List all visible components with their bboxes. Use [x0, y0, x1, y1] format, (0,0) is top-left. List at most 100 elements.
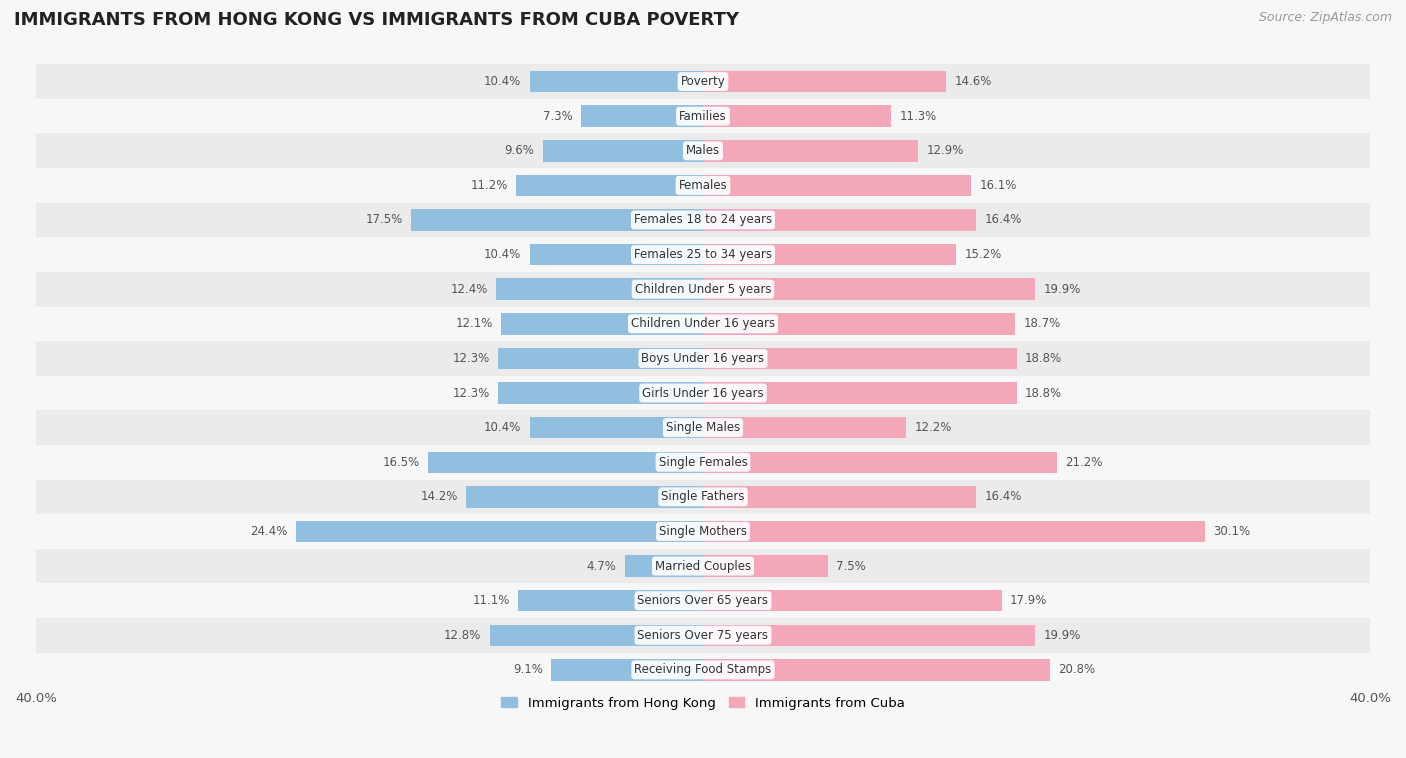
Bar — [703, 313, 1015, 334]
Bar — [498, 348, 703, 369]
Bar — [37, 306, 1369, 341]
Text: 24.4%: 24.4% — [250, 525, 288, 538]
Bar — [37, 341, 1369, 376]
Bar — [703, 209, 977, 230]
Bar — [624, 556, 703, 577]
Text: 12.1%: 12.1% — [456, 318, 494, 330]
Text: Seniors Over 65 years: Seniors Over 65 years — [637, 594, 769, 607]
Text: 14.2%: 14.2% — [420, 490, 458, 503]
Bar — [530, 417, 703, 438]
Text: 17.5%: 17.5% — [366, 214, 404, 227]
Bar — [530, 244, 703, 265]
Text: Boys Under 16 years: Boys Under 16 years — [641, 352, 765, 365]
Bar — [703, 417, 907, 438]
Bar — [37, 99, 1369, 133]
Bar — [37, 445, 1369, 480]
Bar — [498, 382, 703, 404]
Text: 7.3%: 7.3% — [543, 110, 572, 123]
Bar — [703, 278, 1035, 300]
Bar — [530, 70, 703, 92]
Text: Females: Females — [679, 179, 727, 192]
Bar — [517, 590, 703, 612]
Text: 11.2%: 11.2% — [471, 179, 508, 192]
Bar — [703, 348, 1017, 369]
Bar — [516, 174, 703, 196]
Text: Single Fathers: Single Fathers — [661, 490, 745, 503]
Bar — [703, 140, 918, 161]
Bar — [37, 480, 1369, 514]
Bar — [703, 625, 1035, 646]
Text: 9.1%: 9.1% — [513, 663, 543, 676]
Text: 12.9%: 12.9% — [927, 144, 965, 157]
Bar — [37, 168, 1369, 202]
Bar — [37, 237, 1369, 272]
Text: 7.5%: 7.5% — [837, 559, 866, 572]
Text: 10.4%: 10.4% — [484, 421, 522, 434]
Bar — [411, 209, 703, 230]
Text: 10.4%: 10.4% — [484, 75, 522, 88]
Text: 12.4%: 12.4% — [450, 283, 488, 296]
Text: 12.3%: 12.3% — [453, 387, 489, 399]
Bar — [703, 521, 1205, 542]
Text: 19.9%: 19.9% — [1043, 283, 1081, 296]
Text: Children Under 5 years: Children Under 5 years — [634, 283, 772, 296]
Text: Single Females: Single Females — [658, 456, 748, 468]
Bar — [37, 584, 1369, 618]
Text: 4.7%: 4.7% — [586, 559, 616, 572]
Bar — [703, 486, 977, 508]
Bar — [703, 659, 1050, 681]
Text: Females 25 to 34 years: Females 25 to 34 years — [634, 248, 772, 261]
Bar — [37, 202, 1369, 237]
Bar — [703, 452, 1056, 473]
Text: Source: ZipAtlas.com: Source: ZipAtlas.com — [1258, 11, 1392, 24]
Text: Seniors Over 75 years: Seniors Over 75 years — [637, 629, 769, 642]
Bar — [37, 376, 1369, 410]
Text: 18.7%: 18.7% — [1024, 318, 1060, 330]
Bar — [37, 653, 1369, 688]
Bar — [703, 70, 946, 92]
Text: 10.4%: 10.4% — [484, 248, 522, 261]
Legend: Immigrants from Hong Kong, Immigrants from Cuba: Immigrants from Hong Kong, Immigrants fr… — [496, 691, 910, 715]
Text: 12.8%: 12.8% — [444, 629, 481, 642]
Bar — [427, 452, 703, 473]
Text: 11.1%: 11.1% — [472, 594, 509, 607]
Bar — [37, 549, 1369, 584]
Bar — [37, 618, 1369, 653]
Text: 16.5%: 16.5% — [382, 456, 419, 468]
Bar — [467, 486, 703, 508]
Bar — [543, 140, 703, 161]
Bar — [496, 278, 703, 300]
Text: Receiving Food Stamps: Receiving Food Stamps — [634, 663, 772, 676]
Bar — [37, 514, 1369, 549]
Text: 20.8%: 20.8% — [1059, 663, 1095, 676]
Bar — [581, 105, 703, 127]
Bar — [501, 313, 703, 334]
Text: Females 18 to 24 years: Females 18 to 24 years — [634, 214, 772, 227]
Bar — [37, 272, 1369, 306]
Text: 12.3%: 12.3% — [453, 352, 489, 365]
Bar — [703, 556, 828, 577]
Text: Poverty: Poverty — [681, 75, 725, 88]
Text: Single Males: Single Males — [666, 421, 740, 434]
Text: Married Couples: Married Couples — [655, 559, 751, 572]
Bar — [551, 659, 703, 681]
Text: 17.9%: 17.9% — [1010, 594, 1047, 607]
Text: 21.2%: 21.2% — [1064, 456, 1102, 468]
Text: 14.6%: 14.6% — [955, 75, 993, 88]
Bar — [297, 521, 703, 542]
Text: 16.4%: 16.4% — [984, 490, 1022, 503]
Text: 16.1%: 16.1% — [980, 179, 1017, 192]
Bar — [703, 590, 1001, 612]
Bar — [703, 382, 1017, 404]
Text: Single Mothers: Single Mothers — [659, 525, 747, 538]
Text: 16.4%: 16.4% — [984, 214, 1022, 227]
Text: Males: Males — [686, 144, 720, 157]
Text: 12.2%: 12.2% — [915, 421, 952, 434]
Bar — [37, 133, 1369, 168]
Text: 18.8%: 18.8% — [1025, 387, 1062, 399]
Text: 15.2%: 15.2% — [965, 248, 1002, 261]
Text: 18.8%: 18.8% — [1025, 352, 1062, 365]
Text: 11.3%: 11.3% — [900, 110, 936, 123]
Text: Girls Under 16 years: Girls Under 16 years — [643, 387, 763, 399]
Text: 30.1%: 30.1% — [1213, 525, 1250, 538]
